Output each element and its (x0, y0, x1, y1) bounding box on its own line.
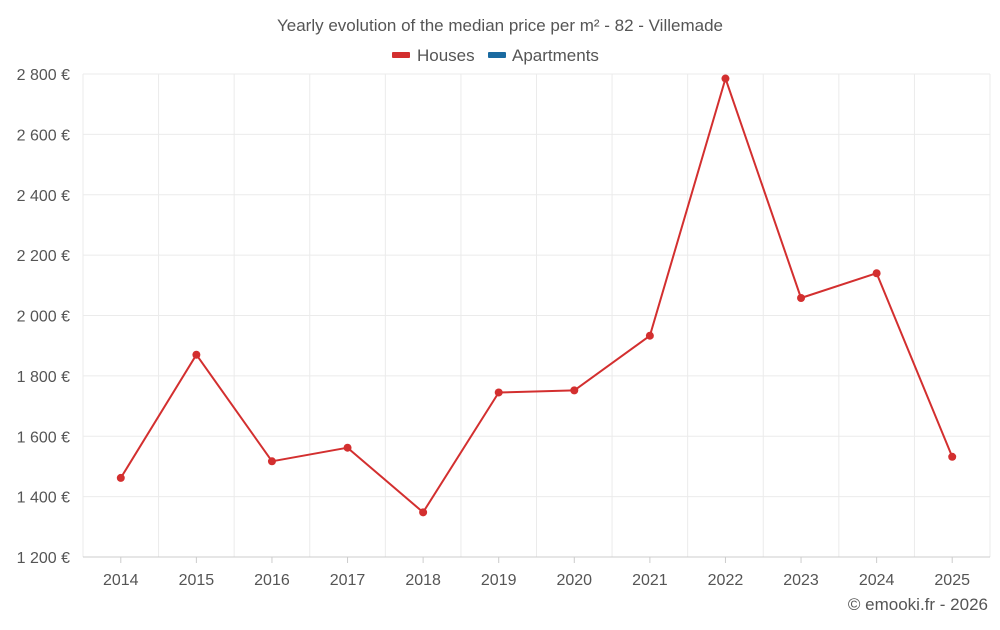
legend-swatch-apartments (488, 52, 506, 58)
series-line-houses (119, 77, 954, 514)
series-houses (116, 74, 957, 517)
data-point-houses (872, 269, 881, 278)
x-tick-label: 2023 (783, 572, 819, 589)
legend-item-apartments[interactable]: Apartments (488, 46, 599, 65)
data-point-houses (116, 473, 125, 482)
x-tick-label: 2018 (405, 572, 441, 589)
x-tick-label: 2020 (556, 572, 592, 589)
data-point-houses (948, 452, 957, 461)
y-tick-label: 1 800 € (17, 369, 70, 386)
x-tick-label: 2016 (254, 572, 290, 589)
grid (82, 73, 991, 557)
data-point-houses (570, 386, 579, 395)
x-tick-label: 2015 (179, 572, 215, 589)
axes: 1 200 € 1 400 € 1 600 € 1 800 € 2 000 € 2 200… (17, 67, 990, 589)
data-point-houses (343, 443, 352, 452)
y-tick-label: 1 400 € (17, 490, 70, 507)
data-point-houses (494, 388, 503, 397)
x-tick-label: 2019 (481, 572, 517, 589)
data-point-houses (419, 508, 428, 517)
legend-label-apartments: Apartments (512, 46, 599, 65)
credit-text: © emooki.fr - 2026 (848, 595, 988, 614)
data-point-houses (645, 331, 654, 340)
y-tick-label: 2 800 € (17, 67, 70, 84)
x-tick-label: 2022 (708, 572, 744, 589)
data-point-houses (267, 457, 276, 466)
legend-swatch-houses (392, 52, 410, 58)
data-point-houses (192, 350, 201, 359)
legend-label-houses: Houses (417, 46, 475, 65)
y-tick-label: 1 200 € (17, 550, 70, 567)
y-tick-label: 1 600 € (17, 429, 70, 446)
x-tick-label: 2024 (859, 572, 895, 589)
legend[interactable]: Houses Apartments (392, 46, 599, 65)
x-tick-label: 2017 (330, 572, 366, 589)
chart-title: Yearly evolution of the median price per… (277, 16, 723, 35)
y-tick-label: 2 600 € (17, 127, 70, 144)
legend-item-houses[interactable]: Houses (392, 46, 475, 65)
data-point-houses (797, 293, 806, 302)
y-tick-label: 2 200 € (17, 248, 70, 265)
data-point-houses (721, 74, 730, 83)
x-tick-label: 2025 (934, 572, 970, 589)
y-tick-label: 2 000 € (17, 309, 70, 326)
y-tick-label: 2 400 € (17, 188, 70, 205)
x-tick-label: 2021 (632, 572, 668, 589)
x-tick-label: 2014 (103, 572, 139, 589)
